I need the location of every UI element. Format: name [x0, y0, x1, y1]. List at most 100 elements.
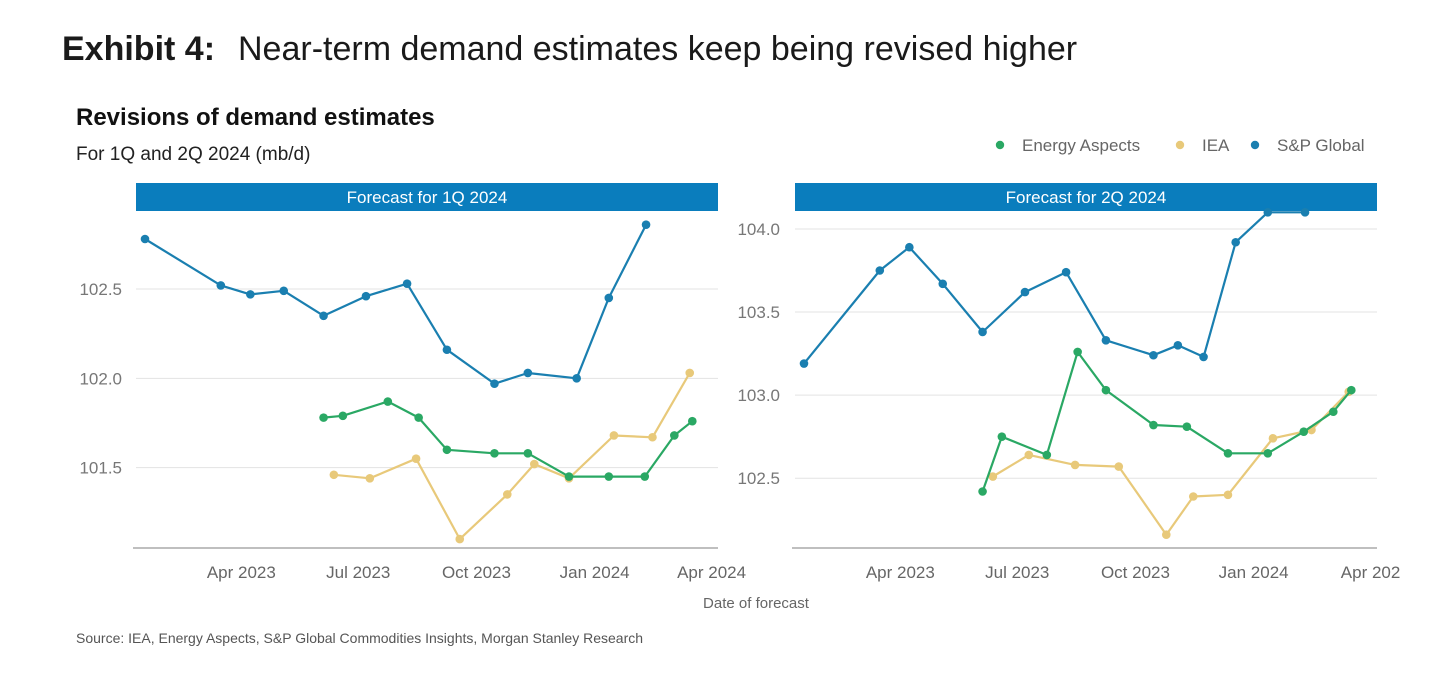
x-tick-label: Apr 2023	[207, 563, 276, 582]
data-point-energy-aspects	[1182, 422, 1192, 431]
data-point-iea	[329, 470, 339, 480]
data-point-s-p-global	[140, 234, 150, 244]
data-point-energy-aspects	[414, 413, 423, 422]
data-point-energy-aspects	[490, 449, 499, 458]
data-point-energy-aspects	[688, 416, 697, 426]
x-axis-title: Date of forecast	[703, 595, 810, 612]
data-point-iea	[609, 431, 619, 440]
legend-marker-iea	[1175, 140, 1185, 150]
legend-marker-energy-aspects	[995, 140, 1005, 150]
data-point-iea	[685, 368, 695, 378]
exhibit-heading: Exhibit 4: Near-term demand estimates kee…	[62, 30, 1077, 69]
data-point-energy-aspects	[978, 487, 987, 496]
y-tick-label: 102.5	[79, 280, 122, 299]
data-point-iea	[365, 474, 375, 483]
legend-marker-s-p-global	[1250, 140, 1260, 150]
data-point-s-p-global	[1199, 352, 1208, 362]
data-point-iea	[648, 432, 657, 442]
data-point-s-p-global	[1061, 267, 1071, 277]
series-line-iea	[992, 391, 1350, 536]
data-point-s-p-global	[1020, 287, 1030, 297]
legend-label-energy-aspects: Energy Aspects	[1022, 136, 1140, 155]
data-point-s-p-global	[402, 279, 412, 288]
data-point-iea	[1070, 460, 1080, 470]
data-point-s-p-global	[572, 374, 581, 383]
data-point-s-p-global	[604, 293, 614, 303]
data-point-s-p-global	[905, 242, 914, 252]
data-point-energy-aspects	[997, 432, 1007, 441]
data-point-iea	[455, 534, 465, 544]
data-point-iea	[1024, 450, 1034, 460]
data-point-s-p-global	[938, 279, 948, 289]
data-point-iea	[1268, 434, 1278, 443]
data-point-energy-aspects	[319, 413, 328, 422]
data-point-energy-aspects	[1329, 407, 1338, 417]
data-point-s-p-global	[246, 290, 255, 299]
y-tick-label: 104.0	[737, 220, 780, 239]
data-point-iea	[1114, 462, 1124, 471]
data-point-iea	[1188, 492, 1198, 501]
x-tick-label: Oct 2023	[1101, 563, 1170, 582]
x-tick-label: Jul 2023	[985, 563, 1049, 582]
legend-label-s-p-global: S&P Global	[1277, 136, 1365, 155]
data-point-iea	[411, 454, 421, 463]
panel-strip	[136, 183, 718, 211]
data-point-energy-aspects	[1299, 427, 1309, 436]
data-point-s-p-global	[490, 379, 499, 388]
panel-title: Forecast for 1Q 2024	[347, 188, 508, 207]
data-point-iea	[1161, 530, 1171, 540]
data-point-s-p-global	[319, 311, 328, 321]
data-point-energy-aspects	[1347, 385, 1356, 395]
data-point-s-p-global	[279, 286, 289, 296]
data-point-iea	[988, 472, 998, 481]
y-tick-label: 102.5	[737, 469, 780, 488]
series-line-iea	[333, 372, 691, 541]
data-point-energy-aspects	[338, 411, 348, 421]
data-point-s-p-global	[978, 327, 987, 337]
data-point-s-p-global	[799, 359, 809, 368]
data-point-s-p-global	[641, 220, 651, 230]
data-point-energy-aspects	[670, 431, 679, 440]
x-tick-label: Jan 2024	[560, 563, 630, 582]
y-tick-label: 101.5	[79, 459, 122, 478]
chart-title: Revisions of demand estimates	[76, 104, 435, 131]
x-tick-label: Jan 2024	[1219, 563, 1289, 582]
data-point-energy-aspects	[523, 449, 533, 458]
data-point-energy-aspects	[1042, 450, 1052, 460]
x-tick-label: Apr 202	[1341, 563, 1401, 582]
data-point-s-p-global	[361, 291, 371, 301]
data-point-s-p-global	[1173, 340, 1183, 350]
x-tick-label: Apr 2024	[677, 563, 746, 582]
data-point-energy-aspects	[640, 472, 650, 481]
data-point-s-p-global	[216, 281, 226, 290]
data-point-energy-aspects	[604, 472, 614, 481]
legend-label-iea: IEA	[1202, 136, 1230, 155]
data-point-energy-aspects	[442, 445, 452, 455]
data-point-s-p-global	[1263, 208, 1273, 217]
x-tick-label: Jul 2023	[326, 563, 390, 582]
series-line-energy-aspects	[323, 400, 693, 478]
data-point-s-p-global	[523, 368, 533, 378]
chart-subtitle: For 1Q and 2Q 2024 (mb/d)	[76, 144, 311, 165]
data-point-energy-aspects	[1073, 347, 1082, 357]
data-point-s-p-global	[1149, 350, 1158, 360]
x-tick-label: Apr 2023	[866, 563, 935, 582]
y-tick-label: 103.0	[737, 386, 780, 405]
series-line-s-p-global	[803, 211, 1306, 365]
series-line-energy-aspects	[981, 350, 1353, 492]
exhibit-title: Near-term demand estimates keep being re…	[238, 30, 1078, 68]
data-point-iea	[529, 459, 539, 469]
series-line-s-p-global	[144, 224, 648, 385]
data-point-iea	[1223, 490, 1233, 500]
panel-title: Forecast for 2Q 2024	[1006, 188, 1167, 207]
data-point-energy-aspects	[1149, 420, 1158, 430]
data-point-s-p-global	[1300, 208, 1310, 217]
data-point-iea	[502, 490, 512, 499]
panel-strip	[795, 183, 1377, 211]
exhibit-label: Exhibit 4:	[62, 30, 216, 68]
data-point-energy-aspects	[564, 472, 574, 481]
data-point-energy-aspects	[1263, 448, 1273, 458]
data-point-energy-aspects	[1101, 385, 1111, 395]
y-tick-label: 102.0	[79, 369, 122, 388]
